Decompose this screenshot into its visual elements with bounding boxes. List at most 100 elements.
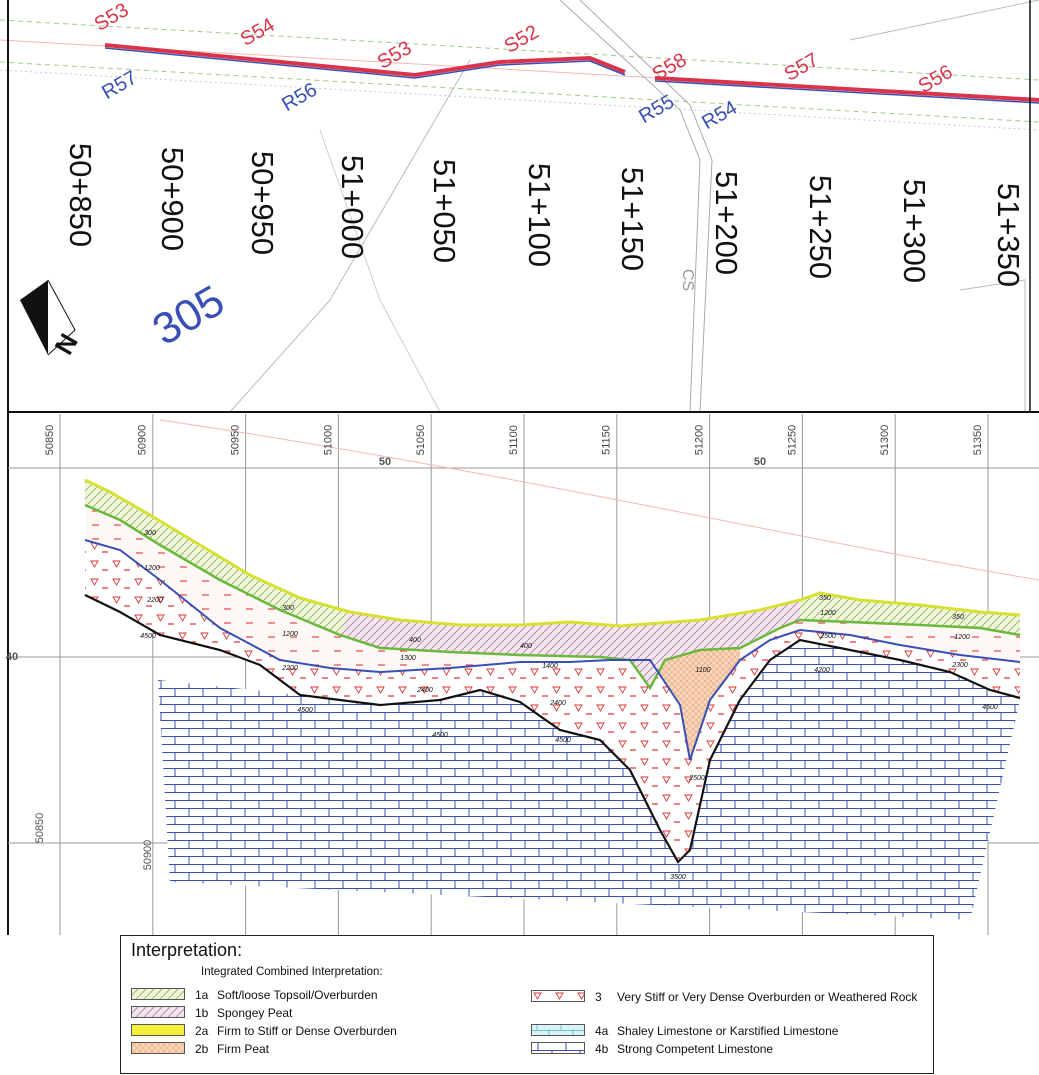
legend-code: 2b [195, 1042, 217, 1056]
chainage-label: 51+200 [709, 171, 744, 275]
axis-label: 51100 [508, 425, 520, 455]
legend-code: 1a [195, 988, 217, 1002]
contour-label: 4500 [555, 737, 571, 744]
axis-label: 51150 [601, 425, 613, 455]
contour-label: 3500 [670, 874, 686, 881]
legend-swatch [531, 1042, 585, 1054]
swatch [532, 1025, 585, 1036]
contour-label: 4500 [432, 732, 448, 739]
chainage-label: 50+900 [155, 147, 190, 251]
station-label: S52 [501, 21, 543, 58]
contour-label: 1200 [144, 565, 160, 572]
station-label: S53 [374, 37, 416, 74]
contour-label: 2300 [951, 662, 968, 669]
station-label: R56 [278, 79, 321, 116]
legend-title: Interpretation: [131, 940, 242, 961]
road-number: 305 [145, 276, 233, 355]
station-label: S57 [781, 49, 823, 86]
legend-item: 3Very Stiff or Very Dense Overburden or … [531, 990, 951, 1004]
legend-swatch [131, 1024, 185, 1036]
contour-label: 2200 [146, 597, 163, 604]
axis-label: 50950 [230, 425, 242, 456]
contour-label: 2400 [416, 687, 433, 694]
swatch [532, 1043, 585, 1054]
contour-label: 2500 [819, 633, 836, 640]
legend: Interpretation: Integrated Combined Inte… [120, 935, 934, 1074]
chainage-label: 50+850 [63, 143, 98, 247]
legend-label: Shaley Limestone or Karstified Limestone [617, 1024, 838, 1038]
contour-label: 350 [952, 614, 964, 621]
chainage-label: 51+100 [522, 163, 557, 267]
contour-label: 1200 [282, 631, 298, 638]
contour-label: 1300 [400, 655, 416, 662]
contour-label: 2500 [688, 775, 705, 782]
legend-swatch [131, 1042, 185, 1054]
legend-label: Soft/loose Topsoil/Overburden [217, 988, 378, 1002]
contour-label: 1200 [820, 610, 836, 617]
contour-label: 1200 [954, 634, 970, 641]
contour-label: 350 [819, 595, 831, 602]
contour-label: 400 [409, 637, 421, 644]
axis-label: 50850 [44, 425, 56, 456]
contour-label: 300 [282, 605, 294, 612]
axis-label: 51050 [415, 425, 427, 456]
legend-code: 4a [595, 1024, 617, 1038]
chainage-label: 51+300 [897, 179, 932, 283]
legend-label: Firm Peat [217, 1042, 269, 1056]
swatch [132, 1007, 185, 1018]
legend-subtitle: Integrated Combined Interpretation: [201, 966, 383, 978]
contour-label: 4500 [140, 633, 156, 640]
chainage-label: 51+250 [803, 175, 838, 279]
legend-code: 2a [195, 1024, 217, 1038]
station-label: R57 [98, 67, 141, 104]
level-label: 40 [6, 651, 18, 663]
contour-label: 4500 [297, 707, 313, 714]
legend-text: 3Very Stiff or Very Dense Overburden or … [595, 990, 925, 1004]
chainage-label: 51+350 [991, 183, 1026, 287]
chainage-label: 51+150 [615, 167, 650, 271]
contour-label: 1400 [542, 663, 558, 670]
station-label: S54 [237, 14, 279, 51]
road-note: CS [679, 269, 696, 291]
legend-swatch [131, 1006, 185, 1018]
legend-code: 4b [595, 1042, 617, 1056]
legend-label: Very Stiff or Very Dense Overburden or W… [617, 990, 917, 1004]
axis-label: 50850 [34, 813, 46, 844]
contour-label: 2400 [549, 700, 566, 707]
swatch [132, 989, 185, 1000]
axis-label: 50900 [137, 425, 149, 456]
contour-label: 4500 [982, 704, 998, 711]
swatch [132, 1043, 185, 1054]
axis-label: 51350 [972, 425, 984, 456]
axis-label: 51250 [786, 425, 798, 456]
legend-label: Firm to Stiff or Dense Overburden [217, 1024, 397, 1038]
contour-label: 300 [144, 530, 156, 537]
swatch [532, 991, 585, 1002]
level-label: 50 [754, 456, 766, 468]
swatch [132, 1025, 185, 1036]
legend-swatch [531, 990, 585, 1002]
legend-label: Spongey Peat [217, 1006, 292, 1020]
axis-label: 50900 [142, 840, 154, 871]
legend-swatch [531, 1024, 585, 1036]
north-label: N [48, 328, 83, 359]
contour-label: 1100 [695, 667, 710, 674]
guide-line [160, 420, 1039, 580]
contour-label: 4200 [814, 667, 830, 674]
legend-code: 3 [595, 990, 617, 1004]
chainage-label: 51+000 [335, 155, 370, 259]
chainage-label: 51+050 [427, 159, 462, 263]
